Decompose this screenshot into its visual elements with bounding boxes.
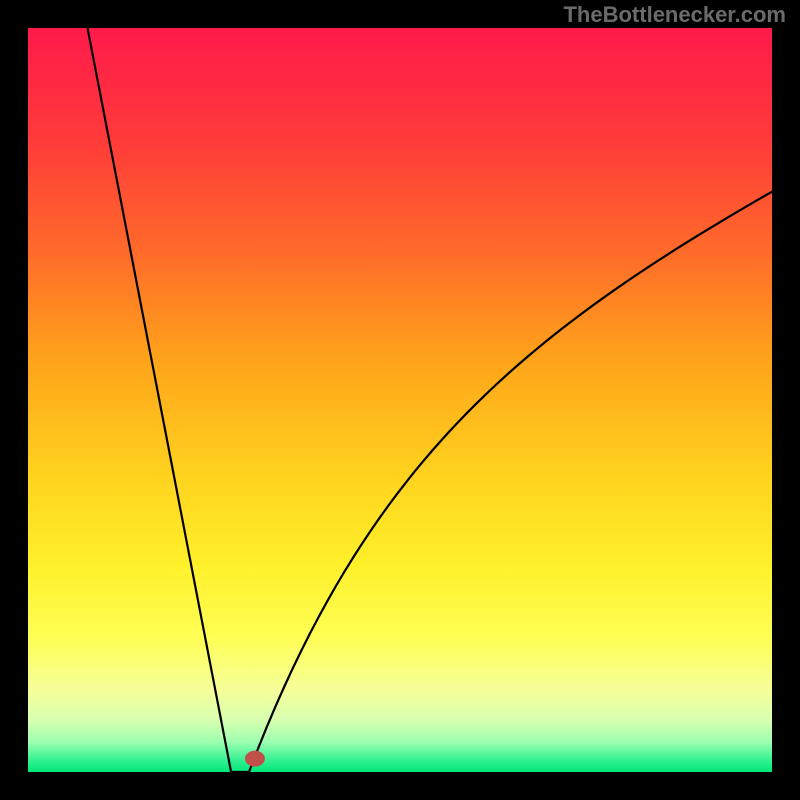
chart-frame: TheBottlenecker.com — [0, 0, 800, 800]
curve-layer — [28, 28, 772, 772]
bottleneck-curve — [88, 28, 772, 772]
watermark-text: TheBottlenecker.com — [563, 2, 786, 28]
vertex-marker — [245, 751, 265, 767]
plot-area — [28, 28, 772, 772]
